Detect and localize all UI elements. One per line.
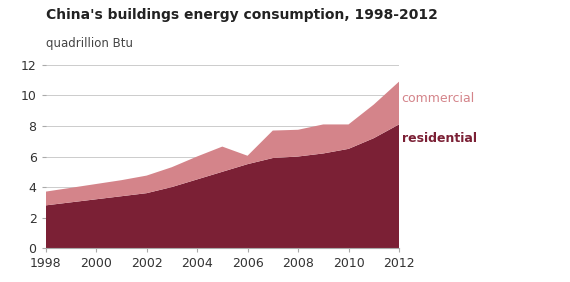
Text: commercial: commercial [401,92,475,105]
Text: China's buildings energy consumption, 1998-2012: China's buildings energy consumption, 19… [46,8,438,23]
Text: residential: residential [401,132,477,145]
Text: quadrillion Btu: quadrillion Btu [46,37,133,50]
